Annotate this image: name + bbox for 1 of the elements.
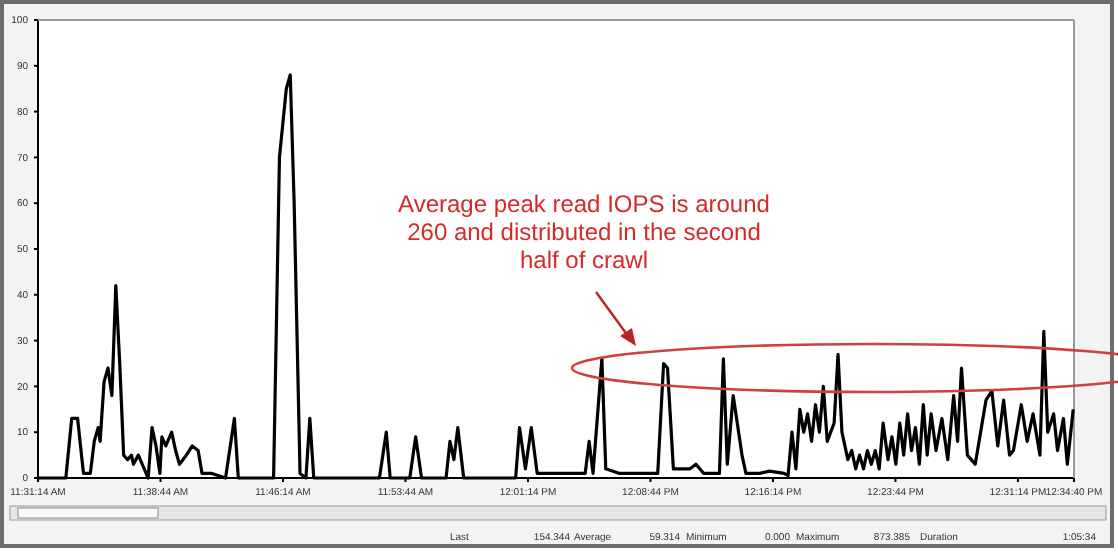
annotation: Average peak read IOPS is around 260 and distributed in the second half of crawl [398,190,770,274]
